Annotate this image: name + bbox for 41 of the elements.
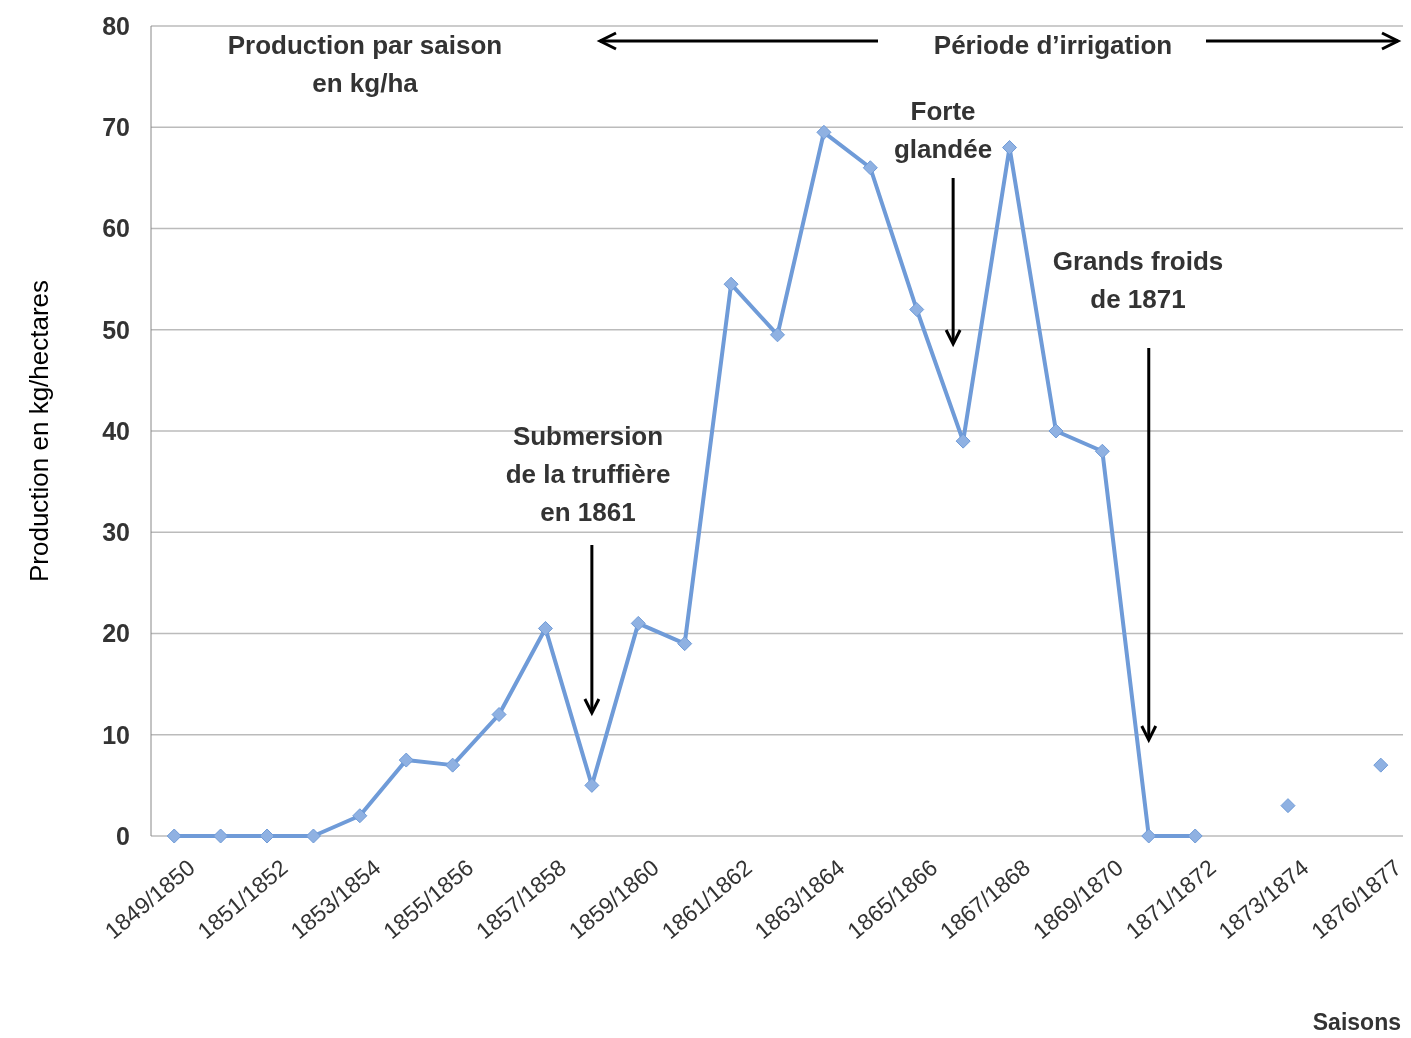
point — [1048, 423, 1064, 439]
point — [305, 828, 321, 844]
x-axis-title: Saisons — [1312, 1009, 1401, 1035]
point — [352, 808, 368, 824]
annotation: Submersion de la truffière en 1861 — [505, 421, 671, 527]
point — [398, 752, 414, 768]
point — [630, 615, 646, 631]
point — [1002, 140, 1018, 155]
point — [723, 276, 739, 292]
point — [166, 828, 182, 844]
point — [816, 124, 832, 140]
point — [770, 327, 785, 343]
y-axis-title: Production en kg/hectares — [24, 279, 54, 583]
annotation: Grands froids de 1871 — [1052, 246, 1224, 314]
y-tick-label: 0 — [116, 821, 130, 850]
point — [1187, 828, 1203, 844]
point — [1141, 828, 1157, 844]
annotation: Forte glandée — [893, 96, 993, 164]
y-tick-label: 60 — [102, 214, 130, 243]
y-tick-label: 30 — [102, 518, 130, 546]
point — [491, 707, 507, 722]
annotation: Production par saison en kg/ha — [227, 30, 503, 98]
point — [259, 828, 275, 844]
y-tick-label: 20 — [102, 619, 130, 648]
point — [445, 757, 461, 773]
y-tick-label: 40 — [102, 416, 130, 445]
point — [213, 828, 229, 844]
point — [537, 620, 553, 636]
y-tick-label: 70 — [102, 113, 130, 141]
point — [1094, 443, 1110, 459]
point — [677, 636, 693, 652]
point — [955, 433, 971, 449]
point — [909, 302, 925, 317]
y-tick-label: 50 — [102, 315, 130, 344]
y-tick-label: 80 — [102, 11, 130, 40]
point — [862, 160, 878, 176]
y-tick-label: 10 — [102, 720, 130, 749]
annotation: Période d’irrigation — [933, 30, 1173, 60]
point — [584, 777, 600, 793]
point — [1373, 757, 1389, 773]
point — [1280, 798, 1296, 814]
